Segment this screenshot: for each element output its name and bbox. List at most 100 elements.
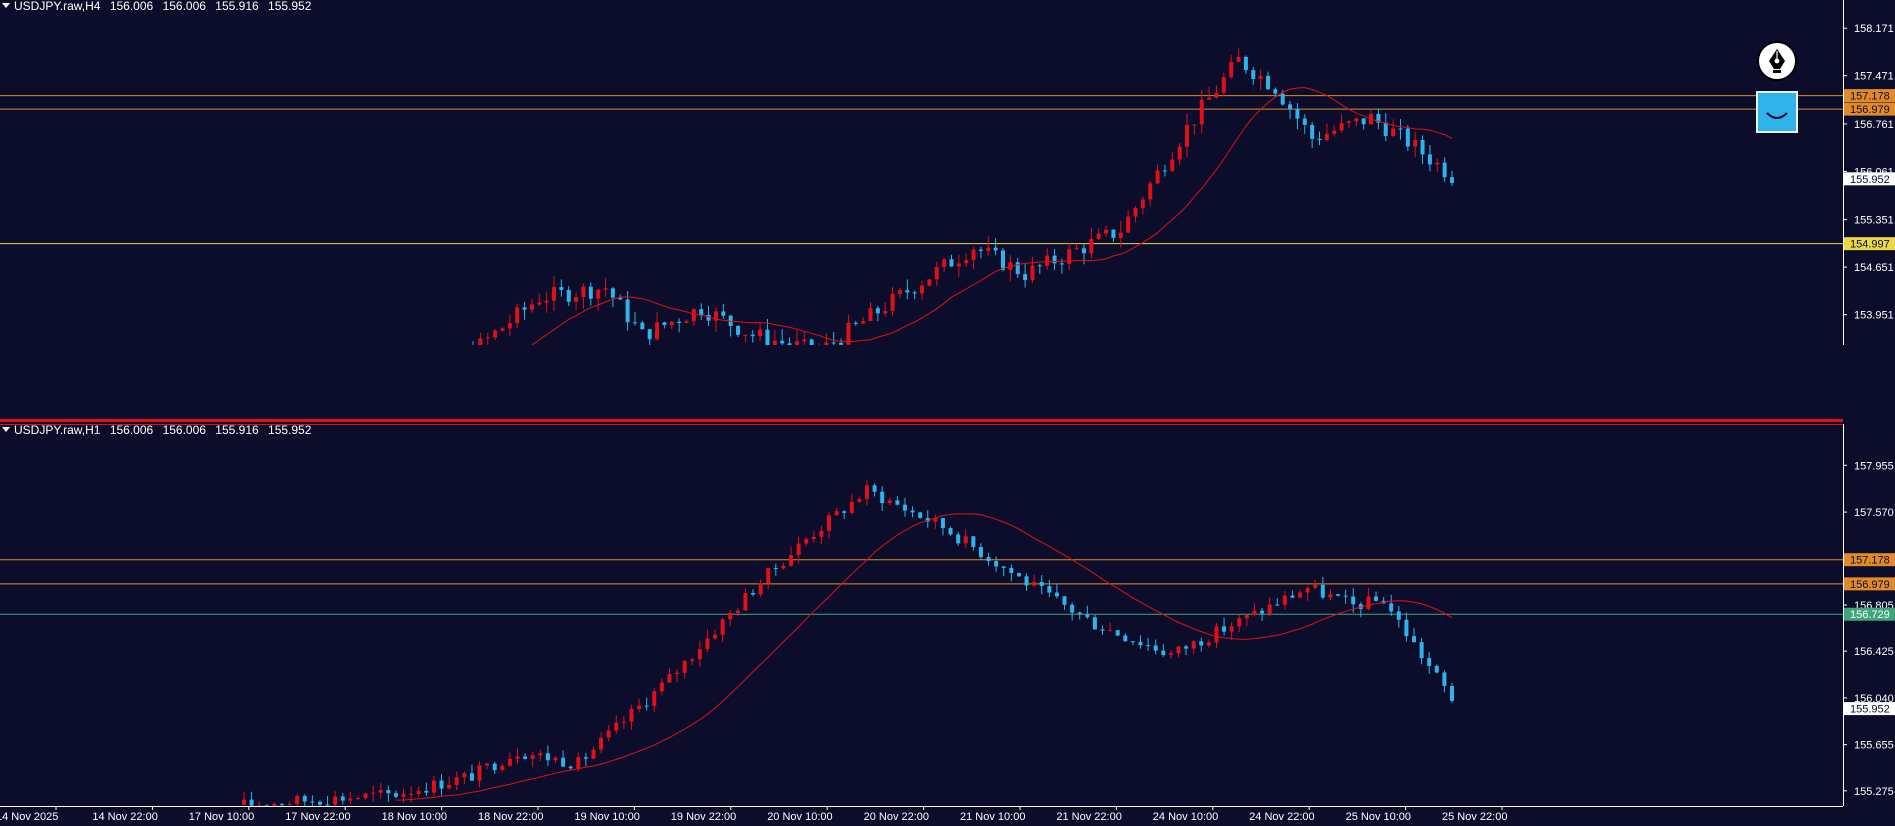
candle-body: [1237, 618, 1242, 627]
price-tick-label: 155.351: [1854, 215, 1894, 227]
candle-body: [610, 288, 615, 298]
candle-body: [1252, 610, 1257, 615]
candle-body: [1045, 255, 1050, 266]
h4-chart-title: USDJPY.raw,H4 156.006 156.006 155.916 15…: [2, 0, 317, 13]
candle-body: [743, 334, 748, 336]
candle-body: [677, 321, 682, 323]
candle-body: [1251, 70, 1256, 79]
candle-body: [1024, 576, 1029, 586]
candle-body: [905, 290, 910, 293]
h4-price-chart[interactable]: 158.171157.471156.761156.061155.351154.6…: [0, 0, 1895, 345]
candle-body: [682, 660, 687, 673]
candle-body: [1354, 118, 1359, 122]
level-price-label: 157.178: [1850, 91, 1890, 103]
level-price-label: 156.979: [1850, 104, 1890, 116]
candle-body: [545, 753, 550, 761]
candle-body: [890, 293, 895, 312]
candle-body: [736, 325, 741, 335]
candles: [472, 48, 1454, 345]
price-tick-label: 156.040: [1854, 693, 1894, 705]
candle-body: [842, 511, 847, 513]
h4-symbol: USDJPY.raw,H4: [14, 0, 101, 13]
fountain-pen-icon[interactable]: [1757, 41, 1797, 81]
candle-body: [1130, 641, 1135, 643]
smile-icon[interactable]: [1756, 91, 1798, 133]
candle-body: [454, 777, 459, 785]
time-tick-label: 25 Nov 10:00: [1346, 811, 1411, 823]
candle-body: [993, 247, 998, 251]
candle-body: [500, 328, 505, 331]
candle-body: [561, 757, 566, 767]
candle-body: [1295, 109, 1300, 119]
h4-close: 155.952: [268, 0, 312, 13]
candle-body: [1185, 124, 1190, 147]
candle-body: [1229, 61, 1234, 78]
candle-body: [583, 757, 588, 759]
candle-body: [1288, 104, 1293, 110]
candle-body: [750, 334, 755, 337]
candle-body: [684, 321, 689, 323]
candle-body: [1450, 177, 1454, 183]
candle-body: [1030, 265, 1035, 281]
candle-body: [409, 793, 414, 795]
candle-body: [897, 290, 902, 294]
candle-body: [640, 322, 645, 330]
candle-body: [964, 260, 969, 264]
candle-body: [1039, 581, 1044, 586]
candle-body: [1305, 587, 1310, 593]
time-tick-label: 20 Nov 10:00: [767, 811, 832, 823]
candle-body: [637, 705, 642, 710]
candle-body: [659, 682, 664, 692]
level-price-label: 157.178: [1850, 555, 1890, 567]
candle-body: [1222, 626, 1227, 632]
pane-separator[interactable]: [0, 419, 1843, 422]
candle-body: [1298, 592, 1303, 598]
candle-body: [1391, 128, 1396, 137]
candle-body: [1376, 113, 1381, 123]
candle-body: [949, 259, 954, 267]
candle-body: [773, 567, 778, 569]
candle-body: [880, 491, 885, 503]
candle-body: [529, 304, 534, 310]
candle-body: [424, 790, 429, 793]
candle-body: [887, 500, 892, 503]
candle-body: [706, 314, 711, 321]
candle-body: [340, 796, 345, 801]
candle-body: [662, 322, 667, 326]
h1-symbol: USDJPY.raw,H1: [14, 423, 101, 437]
candle-body: [652, 691, 657, 706]
candle-body: [325, 804, 330, 806]
candle-body: [864, 485, 869, 499]
candle-body: [1059, 263, 1064, 265]
price-tick-label: 156.761: [1854, 119, 1894, 131]
candle-body: [1162, 170, 1167, 172]
candle-body: [971, 536, 976, 548]
h4-chart-window[interactable]: 158.171157.471156.761156.061155.351154.6…: [0, 0, 1895, 345]
time-tick-label: 18 Nov 10:00: [382, 811, 447, 823]
candle-body: [1016, 573, 1021, 577]
candle-body: [515, 307, 520, 324]
h1-chart-window[interactable]: 157.955 157.570 156.805 156.425 156.040 155.6…: [0, 423, 1895, 826]
candle-body: [439, 780, 444, 789]
candle-body: [1389, 603, 1394, 612]
collapse-triangle-icon[interactable]: [2, 3, 10, 8]
collapse-triangle-icon[interactable]: [2, 427, 10, 432]
candle-body: [675, 672, 680, 675]
candle-body: [691, 309, 696, 322]
time-tick-label: 19 Nov 22:00: [671, 811, 736, 823]
candle-body: [1419, 642, 1424, 659]
time-tick-label: 20 Nov 22:00: [864, 811, 929, 823]
candle-body: [699, 309, 704, 315]
price-tick-label: 154.651: [1854, 262, 1894, 274]
h1-chart-title: USDJPY.raw,H1 156.006 156.006 155.916 15…: [2, 423, 317, 437]
h4-low: 155.916: [215, 0, 259, 13]
candle-body: [1383, 122, 1388, 137]
candle-body: [317, 801, 322, 805]
candle-body: [522, 307, 527, 310]
candle-body: [581, 286, 586, 298]
h1-price-chart[interactable]: 157.955157.570156.805156.425156.040155.6…: [0, 424, 1895, 826]
candle-body: [1206, 642, 1211, 646]
candle-body: [1199, 99, 1204, 125]
candle-body: [493, 330, 498, 338]
candle-body: [401, 794, 406, 797]
